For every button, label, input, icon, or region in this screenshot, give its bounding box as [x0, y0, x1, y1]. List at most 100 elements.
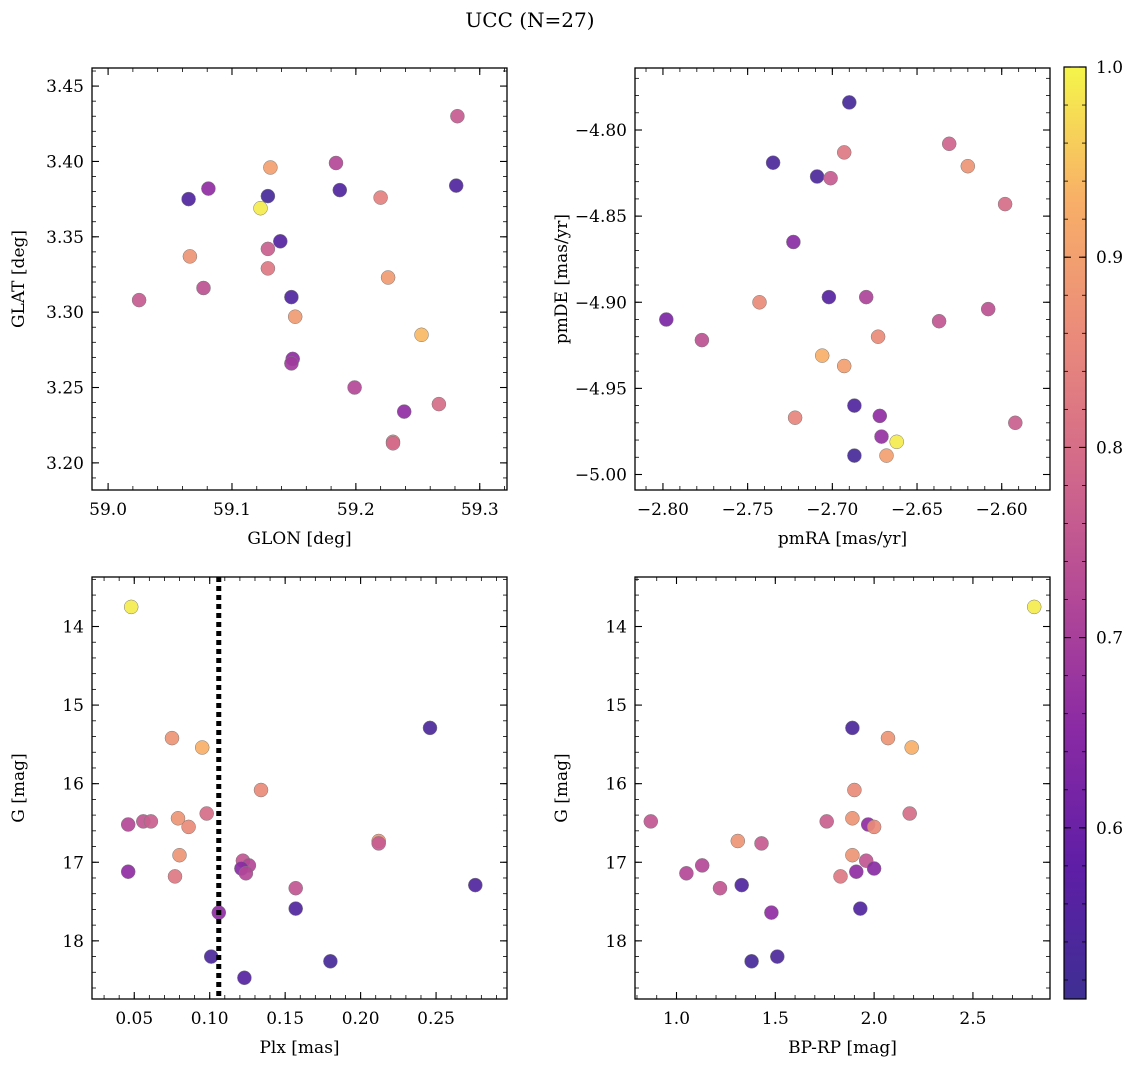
- data-point: [765, 155, 781, 170]
- y-tick-label: 17: [605, 853, 627, 873]
- data-point: [764, 905, 779, 920]
- x-tick-label: 2.0: [861, 1009, 888, 1029]
- data-point: [853, 901, 868, 916]
- y-axis-label: G [mag]: [9, 753, 29, 822]
- x-axis-label: GLON [deg]: [247, 529, 351, 549]
- panel-1: 59.0 59.1 59.2 59.3 3.20 3.25 3.30 3.35 3.40 3.45…: [9, 67, 508, 549]
- data-point: [396, 404, 412, 419]
- data-point: [164, 730, 180, 746]
- data-point: [931, 313, 947, 329]
- data-point: [734, 877, 749, 893]
- data-point: [131, 292, 147, 308]
- data-point: [123, 599, 139, 615]
- colorbar-tick-label: 0.7: [1096, 629, 1123, 649]
- data-point: [858, 289, 874, 305]
- data-point: [752, 295, 767, 310]
- x-tick-label: 59.1: [213, 500, 251, 520]
- data-point: [941, 136, 957, 152]
- data-point: [201, 181, 216, 196]
- data-point: [385, 436, 401, 451]
- panel-4: 1.0 1.5 2.0 2.5 14 15 16 17 18 BP-RP [mag] G [mag]: [552, 576, 1051, 1058]
- y-axis-label: GLAT [deg]: [9, 230, 29, 328]
- data-point: [167, 869, 183, 884]
- data-point: [847, 782, 862, 798]
- data-point: [143, 814, 159, 829]
- panel-3: 0.05 0.10 0.15 0.20 0.25 14 15 16 17 18 Plx [mas] G…: [9, 576, 508, 1058]
- x-axis-label: BP-RP [mag]: [788, 1038, 897, 1058]
- data-point: [347, 380, 362, 395]
- y-tick-label: 18: [605, 932, 627, 952]
- data-point: [845, 847, 860, 863]
- data-point: [902, 806, 917, 821]
- data-point: [238, 866, 254, 881]
- data-point: [181, 191, 196, 207]
- data-point: [833, 869, 848, 884]
- colorbar-tick-label: 1.0: [1096, 58, 1123, 78]
- data-point: [870, 329, 886, 344]
- data-point: [744, 954, 759, 969]
- x-tick-label: 0.20: [342, 1009, 380, 1029]
- axes-frame: [634, 67, 1051, 491]
- data-point: [659, 312, 674, 327]
- data-point: [288, 880, 303, 896]
- data-point: [787, 410, 803, 425]
- y-axis-label: pmDE [mas/yr]: [552, 214, 572, 344]
- data-point: [120, 817, 136, 832]
- data-point: [371, 836, 386, 851]
- data-point: [845, 720, 860, 736]
- colorbar-gradient: [1064, 67, 1086, 999]
- data-point: [199, 806, 214, 821]
- y-tick-label: 3.25: [46, 379, 84, 399]
- data-point: [1026, 599, 1042, 615]
- y-tick-label: −4.80: [575, 121, 627, 141]
- data-point: [679, 866, 694, 881]
- data-point: [821, 289, 837, 305]
- data-point: [814, 348, 830, 363]
- x-tick-label: 1.0: [663, 1009, 690, 1029]
- data-point: [287, 309, 303, 324]
- y-tick-label: 3.30: [46, 303, 84, 323]
- panel-2: −2.80 −2.75 −2.70 −2.65 −2.60 −5.00 −4.95 −4.90…: [552, 67, 1051, 549]
- data-point: [819, 814, 834, 829]
- data-point: [643, 814, 659, 829]
- y-tick-label: 14: [605, 618, 627, 638]
- y-tick-label: −5.00: [575, 465, 627, 485]
- data-point: [414, 327, 429, 343]
- data-point: [253, 200, 268, 216]
- data-point: [836, 358, 852, 374]
- data-point: [431, 396, 447, 412]
- figure-title: UCC (N=27): [465, 8, 594, 32]
- data-point: [847, 398, 862, 413]
- y-tick-label: 16: [62, 775, 84, 795]
- data-point: [836, 145, 852, 160]
- data-point: [960, 158, 976, 174]
- data-point: [754, 836, 769, 851]
- data-point: [237, 970, 252, 986]
- colorbar-tick-label: 0.9: [1096, 248, 1123, 268]
- data-point: [260, 188, 276, 204]
- data-point: [273, 234, 288, 249]
- axes-frame: [634, 576, 1051, 1000]
- data-point: [842, 95, 857, 110]
- data-point: [260, 261, 276, 276]
- data-point: [845, 811, 860, 826]
- y-tick-label: −4.85: [575, 207, 627, 227]
- colorbar-tick-label: 0.6: [1096, 819, 1123, 839]
- x-tick-label: 0.15: [266, 1009, 304, 1029]
- data-point: [866, 819, 882, 835]
- y-tick-label: 16: [605, 775, 627, 795]
- data-point: [260, 241, 276, 257]
- data-point: [849, 864, 864, 879]
- data-point: [263, 160, 278, 175]
- x-tick-label: 2.5: [959, 1009, 986, 1029]
- data-point: [872, 408, 888, 424]
- y-axis-label: G [mag]: [552, 753, 572, 822]
- colorbar: 0.6 0.7 0.8 0.9 1.0: [1063, 58, 1123, 1000]
- data-point: [422, 720, 438, 736]
- y-tick-label: 3.40: [46, 152, 84, 172]
- y-tick-label: 15: [62, 696, 84, 716]
- data-point: [203, 949, 219, 964]
- y-tick-label: 3.35: [46, 228, 84, 248]
- data-point: [450, 108, 465, 124]
